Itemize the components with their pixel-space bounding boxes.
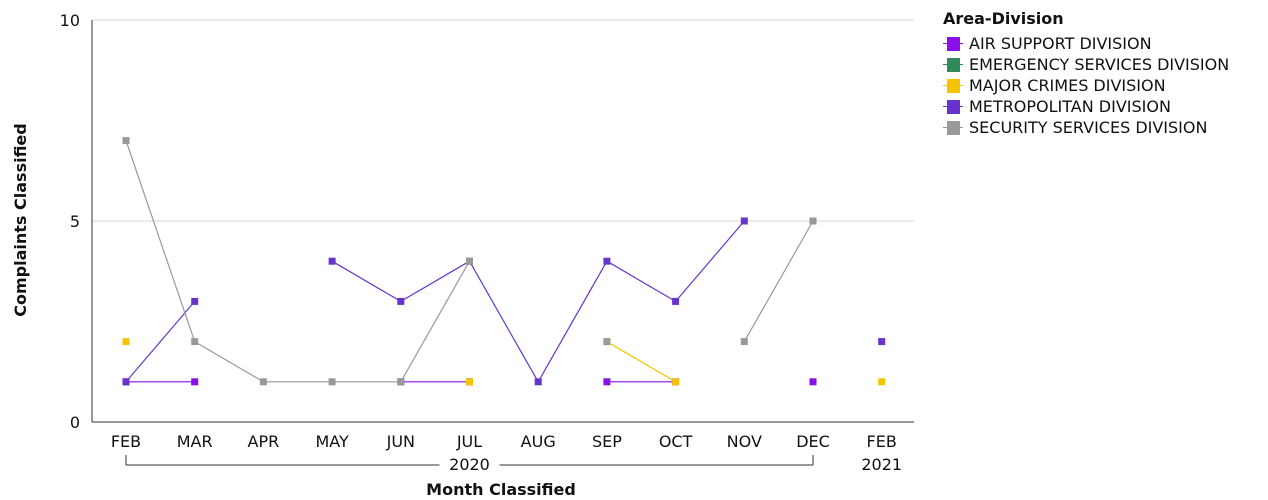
series-line-segment [400, 260, 470, 302]
legend-swatch [943, 78, 963, 93]
series-line-segment [400, 260, 471, 383]
legend-swatch [943, 99, 963, 114]
legend-item[interactable]: METROPOLITAN DIVISION [943, 96, 1229, 117]
data-point [397, 297, 405, 305]
legend-item[interactable]: MAJOR CRIMES DIVISION [943, 75, 1229, 96]
data-point [740, 217, 748, 225]
legend-label: METROPOLITAN DIVISION [969, 97, 1171, 116]
y-tick-label: 0 [70, 413, 80, 432]
data-point [328, 257, 336, 265]
data-point [122, 137, 130, 145]
series-line-segment [606, 341, 676, 383]
legend-items: AIR SUPPORT DIVISION EMERGENCY SERVICES D… [943, 33, 1229, 138]
x-tick-label: AUG [521, 432, 556, 451]
data-point [122, 378, 130, 386]
data-point [191, 338, 199, 346]
legend-item[interactable]: EMERGENCY SERVICES DIVISION [943, 54, 1229, 75]
legend-label: EMERGENCY SERVICES DIVISION [969, 55, 1230, 74]
series-line-segment [125, 301, 196, 383]
data-point [191, 297, 199, 305]
x-tick-labels: FEB MAR APR MAY JUN JUL AUG SEP OCT NOV DEC FEB [111, 432, 897, 451]
legend: Area-Division AIR SUPPORT DIVISION EMERGE… [943, 8, 1229, 138]
x-tick-label: SEP [592, 432, 622, 451]
data-point [191, 378, 199, 386]
data-point [397, 378, 405, 386]
data-point [672, 297, 680, 305]
x-tick-label: FEB [867, 432, 897, 451]
legend-label: AIR SUPPORT DIVISION [969, 34, 1152, 53]
x-tick-label: FEB [111, 432, 141, 451]
legend-label: SECURITY SERVICES DIVISION [969, 118, 1208, 137]
data-point [672, 378, 680, 386]
x-tick-label: MAY [315, 432, 349, 451]
legend-item[interactable]: AIR SUPPORT DIVISION [943, 33, 1229, 54]
legend-swatch [943, 120, 963, 135]
axes [91, 20, 914, 423]
x-tick-label: APR [248, 432, 280, 451]
x-tick-label: NOV [727, 432, 762, 451]
data-point [466, 378, 473, 386]
series-layer [122, 137, 886, 386]
series [122, 338, 886, 386]
data-point [878, 378, 886, 386]
y-tick-label: 5 [70, 212, 80, 231]
year-label: 2020 [449, 455, 490, 474]
x-tick-label: MAR [177, 432, 213, 451]
series-line-segment [125, 140, 196, 342]
series [122, 137, 817, 386]
data-point [878, 338, 886, 346]
data-point [809, 378, 817, 386]
data-point [603, 378, 611, 386]
x-tick-label: JUN [386, 432, 415, 451]
legend-swatch [943, 36, 963, 51]
series-line-segment [468, 260, 539, 383]
data-point [534, 378, 542, 386]
series-line-segment [675, 220, 745, 302]
legend-swatch [943, 57, 963, 72]
series-line-segment [537, 260, 608, 383]
data-point [122, 338, 130, 346]
y-tick-label: 10 [60, 11, 80, 30]
x-axis-title: Month Classified [426, 480, 576, 499]
y-axis-title: Complaints Classified [11, 123, 30, 316]
legend-title: Area-Division [943, 9, 1064, 28]
data-point [259, 378, 267, 386]
legend-item[interactable]: SECURITY SERVICES DIVISION [943, 117, 1229, 138]
x-tick-label: JUL [456, 432, 482, 451]
data-point [328, 378, 336, 386]
data-point [466, 257, 473, 265]
legend-label: MAJOR CRIMES DIVISION [969, 76, 1166, 95]
series-line-segment [331, 260, 402, 302]
series [122, 217, 886, 386]
grid-lines [92, 19, 914, 222]
year-groups: 2020 2021 [125, 455, 902, 474]
data-point [603, 257, 611, 265]
year-label: 2021 [861, 455, 902, 474]
data-point [740, 338, 748, 346]
series-line-segment [743, 220, 814, 342]
x-tick-label: DEC [796, 432, 830, 451]
data-point [809, 217, 817, 225]
series-line-segment [194, 341, 264, 383]
data-point [603, 338, 611, 346]
y-tick-labels: 0 5 10 [60, 11, 80, 432]
x-tick-label: OCT [659, 432, 693, 451]
series-line-segment [606, 260, 676, 302]
